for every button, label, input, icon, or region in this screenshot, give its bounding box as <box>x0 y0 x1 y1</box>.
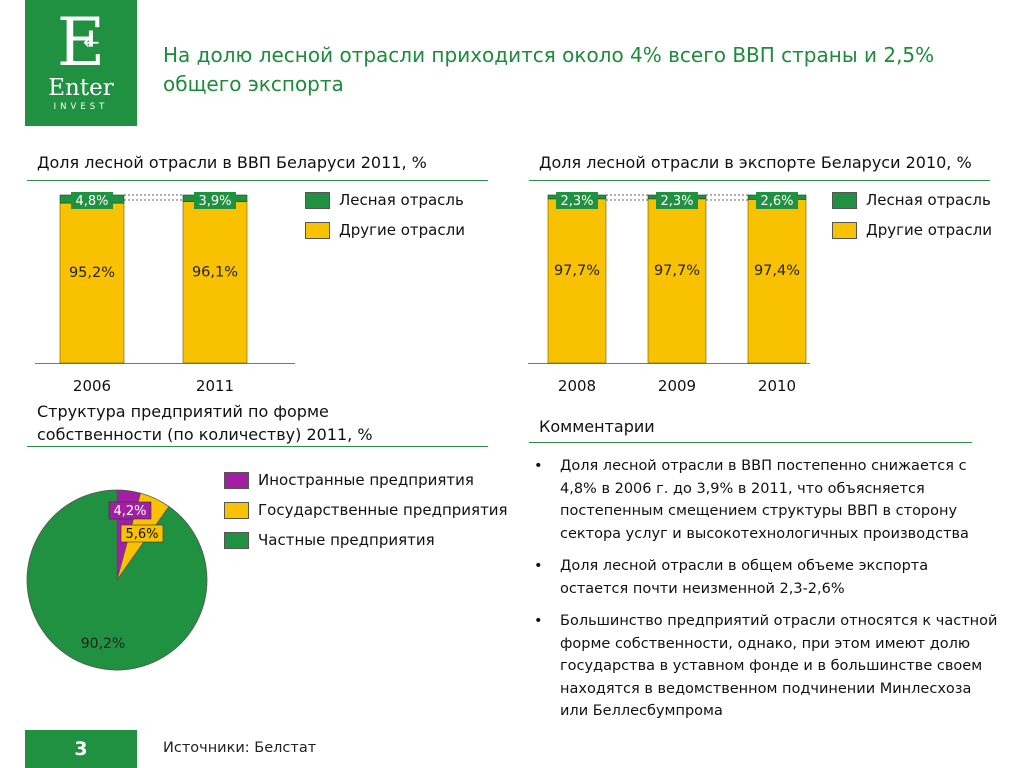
comment-item: Доля лесной отрасли в ВВП постепенно сни… <box>530 455 1000 545</box>
logo-letter: E <box>56 4 106 81</box>
legend-label-forest: Лесная отрасль <box>866 191 991 209</box>
bar-other-2006 <box>59 202 125 364</box>
pie-legend-item-private: Частные предприятия <box>224 530 508 550</box>
legend-item-forest: Лесная отрасль <box>305 190 465 210</box>
comments-title: Комментарии <box>539 417 655 436</box>
legend-item-forest: Лесная отрасль <box>832 190 992 210</box>
forest-value-label: 2,3% <box>660 194 693 209</box>
legend-swatch-yellow <box>832 221 857 239</box>
forest-label-box-2009 <box>656 192 698 209</box>
legend-swatch-yellow <box>305 221 330 239</box>
x-tick-label: 2006 <box>73 377 111 395</box>
comment-item: Доля лесной отрасли в общем объеме экспо… <box>530 555 1000 600</box>
pie-legend-item-foreign: Иностранные предприятия <box>224 470 508 490</box>
ownership-divider <box>27 446 488 447</box>
forest-value-label: 4,8% <box>75 194 108 209</box>
pie-legend-label-state: Государственные предприятия <box>258 501 508 519</box>
source-note: Источники: Белстат <box>163 740 317 756</box>
x-tick-label: 2010 <box>758 377 796 395</box>
legend-label-other: Другие отрасли <box>339 221 465 239</box>
legend-item-other: Другие отрасли <box>305 220 465 240</box>
pie-value-label: 5,6% <box>125 527 158 542</box>
ownership-pie-chart: 4,2% 5,6% 90,2% <box>26 489 208 671</box>
pie-label-box-1 <box>120 524 164 543</box>
x-tick-label: 2009 <box>658 377 696 395</box>
legend-swatch-green <box>224 531 249 549</box>
gdp-divider <box>27 180 488 181</box>
comments-divider <box>529 442 972 443</box>
pie-legend-label-foreign: Иностранные предприятия <box>258 471 474 489</box>
bar-other-2009 <box>647 198 707 364</box>
forest-value-label: 2,6% <box>760 194 793 209</box>
bar-other-2008 <box>547 198 607 364</box>
enter-invest-logo: E ← Enter INVEST <box>25 0 137 126</box>
logo-word: Enter <box>48 75 114 101</box>
page-number: 3 <box>25 730 137 768</box>
gdp-chart-title: Доля лесной отрасли в ВВП Беларуси 2011,… <box>37 153 427 172</box>
export-legend: Лесная отрасль Другие отрасли <box>832 190 992 250</box>
gdp-legend: Лесная отрасль Другие отрасли <box>305 190 465 250</box>
pie-legend-item-state: Государственные предприятия <box>224 500 508 520</box>
legend-swatch-green <box>832 191 857 209</box>
forest-value-label: 3,9% <box>198 194 231 209</box>
pie-value-label: 4,2% <box>113 504 146 519</box>
comment-item: Большинство предприятий отрасли относятс… <box>530 610 1000 723</box>
other-value-label: 97,7% <box>654 263 700 279</box>
other-value-label: 97,7% <box>554 263 600 279</box>
export-divider <box>529 180 990 181</box>
logo-subtitle: INVEST <box>53 102 109 112</box>
legend-label-forest: Лесная отрасль <box>339 191 464 209</box>
legend-swatch-purple <box>224 471 249 489</box>
pie-value-label: 90,2% <box>81 636 125 652</box>
pie-legend: Иностранные предприятия Государственные … <box>224 470 508 560</box>
other-value-label: 95,2% <box>69 265 115 281</box>
pie-legend-label-private: Частные предприятия <box>258 531 435 549</box>
gdp-bar-chart: 4,8% 95,2% 2006 3,9% 96,1% 2011 <box>35 192 295 395</box>
export-chart-title: Доля лесной отрасли в экспорте Беларуси … <box>539 153 972 172</box>
other-value-label: 96,1% <box>192 264 238 280</box>
legend-label-other: Другие отрасли <box>866 221 992 239</box>
bar-other-2011 <box>182 201 248 364</box>
forest-label-box-2010 <box>756 192 798 209</box>
bar-other-2010 <box>747 199 807 364</box>
forest-label-box-2011 <box>194 192 236 209</box>
ownership-chart-title: Структура предприятий по форме собственн… <box>37 402 373 444</box>
comments-list: Доля лесной отрасли в ВВП постепенно сни… <box>530 455 1000 733</box>
other-value-label: 97,4% <box>754 263 800 279</box>
export-bar-chart: 2,3% 97,7% 2008 2,3% 97,7% 2009 2,6% 97,4% 2010 <box>528 192 810 395</box>
legend-swatch-green <box>305 191 330 209</box>
page-title: На долю лесной отрасли приходится около … <box>163 43 935 96</box>
forest-label-box-2006 <box>71 192 113 209</box>
legend-swatch-yellow <box>224 501 249 519</box>
arrow-left-icon: ← <box>83 30 100 54</box>
legend-item-other: Другие отрасли <box>832 220 992 240</box>
x-tick-label: 2011 <box>196 377 234 395</box>
x-tick-label: 2008 <box>558 377 596 395</box>
forest-label-box-2008 <box>556 192 598 209</box>
forest-value-label: 2,3% <box>560 194 593 209</box>
pie-label-box-0 <box>108 501 152 520</box>
